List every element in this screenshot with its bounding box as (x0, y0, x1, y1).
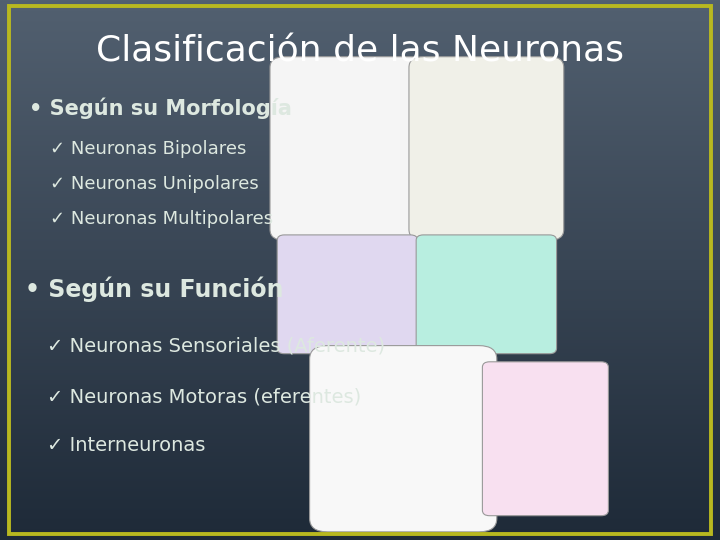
Text: ✓ Neuronas Unipolares: ✓ Neuronas Unipolares (50, 174, 259, 193)
FancyBboxPatch shape (270, 57, 425, 240)
Text: • Según su Función: • Según su Función (25, 276, 284, 302)
Text: • Según su Morfología: • Según su Morfología (29, 97, 292, 119)
Text: Clasificación de las Neuronas: Clasificación de las Neuronas (96, 35, 624, 68)
Text: ✓ Neuronas Bipolares: ✓ Neuronas Bipolares (50, 139, 247, 158)
Text: ✓ Interneuronas: ✓ Interneuronas (47, 436, 205, 455)
FancyBboxPatch shape (277, 235, 418, 354)
FancyBboxPatch shape (409, 57, 564, 240)
Text: ✓ Neuronas Sensoriales (Aferente): ✓ Neuronas Sensoriales (Aferente) (47, 336, 385, 355)
FancyBboxPatch shape (310, 346, 497, 532)
Text: ✓ Neuronas Multipolares: ✓ Neuronas Multipolares (50, 210, 274, 228)
Text: ✓ Neuronas Motoras (eferentes): ✓ Neuronas Motoras (eferentes) (47, 387, 361, 407)
FancyBboxPatch shape (482, 362, 608, 516)
FancyBboxPatch shape (416, 235, 557, 354)
